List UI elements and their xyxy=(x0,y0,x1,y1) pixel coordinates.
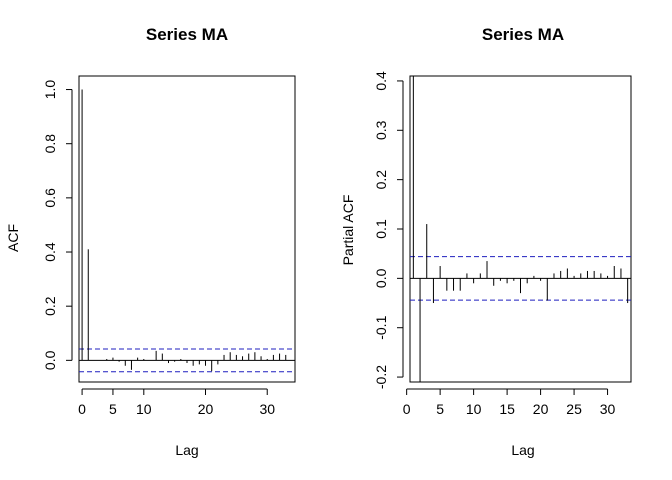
pacf-title: Series MA xyxy=(482,25,564,44)
pacf-y-tick-label-5: 0.3 xyxy=(373,120,389,140)
acf-x-tick-label-0: 0 xyxy=(78,401,86,417)
pacf-y-tick-label-6: 0.4 xyxy=(373,71,389,91)
acf-x-tick-label-20: 20 xyxy=(198,401,214,417)
acf-y-tick-label-3: 0.6 xyxy=(42,188,58,208)
acf-x-tick-label-30: 30 xyxy=(259,401,275,417)
pacf-y-tick-label-4: 0.2 xyxy=(373,170,389,190)
acf-y-tick-label-0: 0.0 xyxy=(42,350,58,370)
pacf-y-axis-label: Partial ACF xyxy=(340,195,356,266)
acf-y-tick-label-1: 0.2 xyxy=(42,296,58,316)
acf-x-tick-label-5: 5 xyxy=(109,401,117,417)
pacf-x-tick-label-0: 0 xyxy=(403,401,411,417)
pacf-x-tick-label-10: 10 xyxy=(466,401,482,417)
acf-x-axis-label: Lag xyxy=(175,442,198,458)
acf-panel: Series MA Lag ACF 0 5 10 20 30 0.0 0.2 0.4 0.6 0.… xyxy=(5,25,296,458)
pacf-plot-frame xyxy=(409,75,632,383)
pacf-x-tick-label-20: 20 xyxy=(533,401,549,417)
acf-title: Series MA xyxy=(146,25,228,44)
pacf-panel: Series MA Lag Partial ACF 0 5 10 15 20 25 30 -0… xyxy=(340,25,632,458)
pacf-x-tick-label-5: 5 xyxy=(436,401,444,417)
acf-y-tick-label-2: 0.4 xyxy=(42,242,58,262)
pacf-y-tick-label-2: 0.0 xyxy=(373,268,389,288)
acf-plot-frame xyxy=(78,75,296,383)
pacf-x-tick-label-30: 30 xyxy=(600,401,616,417)
pacf-y-tick-label-3: 0.1 xyxy=(373,219,389,239)
acf-x-tick-label-10: 10 xyxy=(136,401,152,417)
acf-y-axis-label: ACF xyxy=(5,224,21,252)
pacf-y-tick-label-1: -0.1 xyxy=(373,315,389,339)
acf-y-tick-label-4: 0.8 xyxy=(42,134,58,154)
pacf-x-tick-label-15: 15 xyxy=(499,401,515,417)
pacf-x-tick-label-25: 25 xyxy=(566,401,582,417)
pacf-x-axis-label: Lag xyxy=(511,442,534,458)
acf-y-tick-label-5: 1.0 xyxy=(42,80,58,100)
pacf-y-tick-label-0: -0.2 xyxy=(373,365,389,389)
